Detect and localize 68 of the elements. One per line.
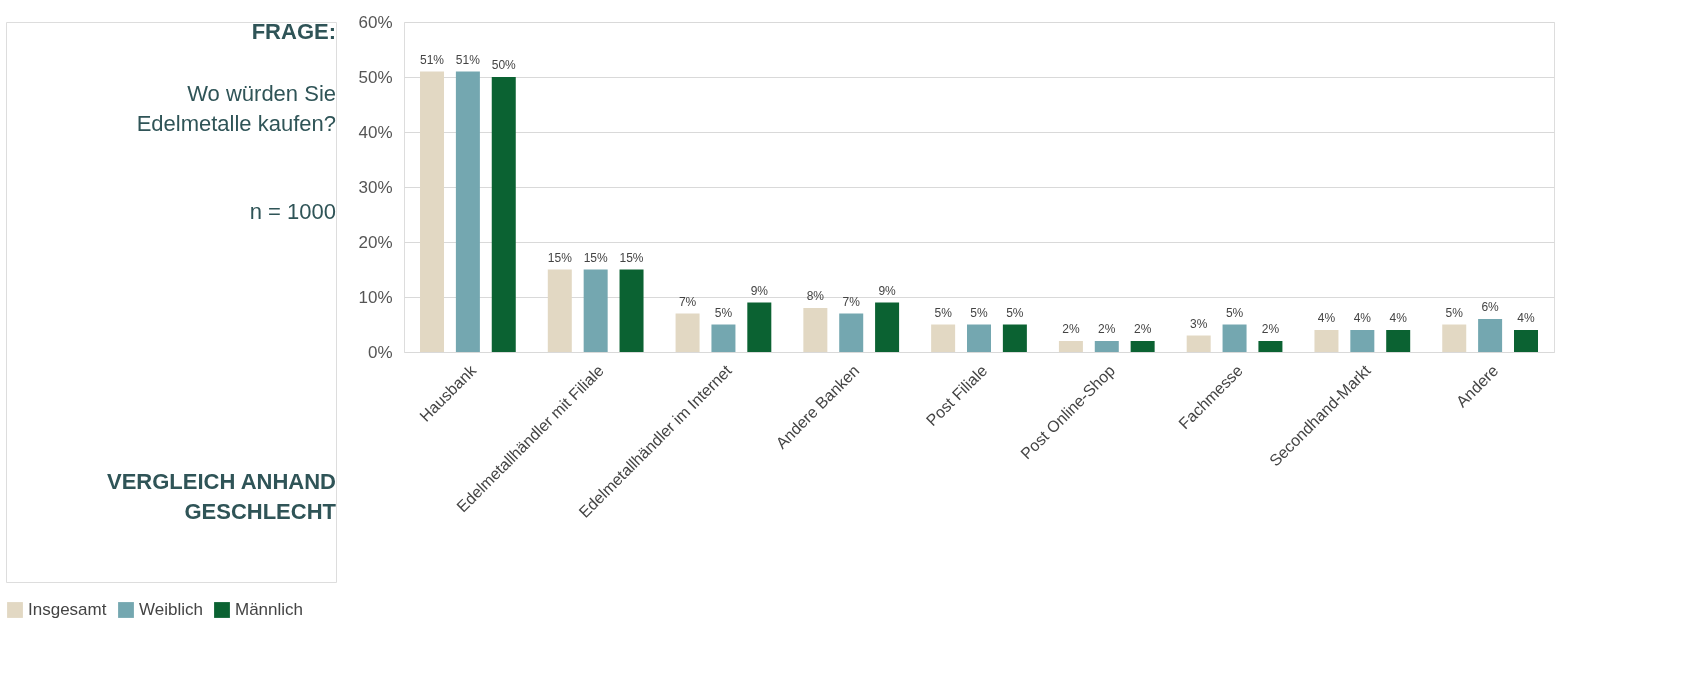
bar: [931, 324, 956, 352]
data-label: 6%: [1481, 300, 1500, 314]
data-label: 3%: [1190, 316, 1208, 331]
y-tick-label: 30%: [358, 177, 393, 197]
bar: [711, 324, 736, 352]
legend-label: Männlich: [235, 600, 304, 619]
bar: [675, 313, 700, 352]
y-tick-label: 20%: [358, 232, 393, 252]
data-label: 9%: [750, 283, 769, 298]
chart-title: FRAGE:: [251, 19, 336, 44]
bar: [1002, 324, 1027, 352]
bar: [583, 269, 608, 352]
bar: [420, 71, 445, 352]
y-tick-label: 60%: [358, 12, 393, 32]
data-label: 2%: [1062, 322, 1080, 336]
legend-label: Insgesamt: [28, 600, 107, 619]
data-label: 51%: [420, 52, 445, 67]
y-tick-label: 50%: [358, 67, 393, 87]
bar: [875, 302, 900, 352]
text: n = 1000: [249, 199, 336, 224]
bar: [1130, 341, 1155, 352]
data-label: 8%: [806, 289, 825, 303]
data-label: 2%: [1133, 322, 1152, 336]
bar: [1386, 330, 1411, 352]
text: VERGLEICH ANHAND GESCHLECHT: [107, 469, 337, 524]
data-label: 2%: [1098, 322, 1116, 336]
data-label: 15%: [619, 250, 644, 265]
bar: [839, 313, 864, 352]
data-label: 7%: [678, 294, 697, 309]
bar: [1478, 319, 1503, 352]
data-label: 5%: [1225, 305, 1244, 320]
y-tick-label: 10%: [358, 287, 393, 307]
bar: [803, 308, 828, 352]
data-label: 7%: [842, 294, 861, 309]
bar: [1058, 341, 1083, 352]
data-label: 15%: [547, 250, 573, 265]
data-label: 4%: [1389, 311, 1408, 325]
data-label: 5%: [714, 305, 733, 320]
bar: [967, 324, 991, 352]
data-label: 5%: [934, 305, 953, 320]
bar: [1186, 335, 1211, 352]
data-label: 4%: [1353, 311, 1372, 325]
bar: [747, 302, 772, 352]
y-tick-label: 40%: [358, 122, 393, 142]
data-label: 5%: [1445, 305, 1464, 320]
data-label: 4%: [1317, 311, 1336, 325]
bar: [455, 71, 480, 352]
bar: [1222, 324, 1247, 352]
data-label: 15%: [583, 250, 608, 265]
data-label: 50%: [491, 58, 517, 72]
bar: [1350, 330, 1375, 352]
data-label: 5%: [1006, 305, 1024, 320]
bar: [1258, 341, 1283, 352]
bar: [547, 269, 572, 352]
bar: [619, 269, 644, 352]
text: Wo würden Sie Edelmetalle kaufen?: [136, 81, 336, 136]
data-label: 9%: [878, 283, 897, 298]
bar: [1442, 324, 1467, 352]
bar: [1094, 341, 1119, 352]
legend-label: Weiblich: [139, 600, 203, 619]
bar: [1314, 330, 1339, 352]
y-tick-label: 0%: [367, 342, 393, 362]
bar: [1513, 330, 1538, 352]
data-label: 4%: [1517, 311, 1535, 325]
data-label: 5%: [970, 305, 988, 320]
data-label: 51%: [455, 52, 481, 67]
bar: [491, 77, 516, 352]
data-label: 2%: [1261, 322, 1280, 336]
